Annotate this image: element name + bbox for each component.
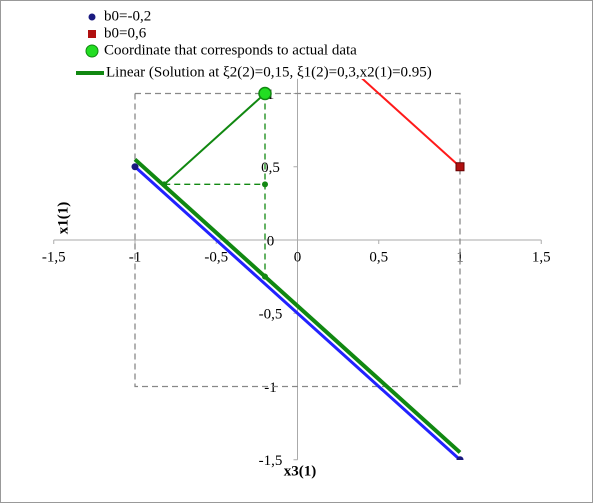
legend-marker bbox=[88, 13, 96, 21]
y-axis-label: x1(1) bbox=[55, 202, 71, 235]
series-line bbox=[133, 157, 462, 454]
marker bbox=[262, 181, 268, 188]
y-tick-label: -1,5 bbox=[259, 453, 283, 469]
y-tick-label: -1 bbox=[264, 380, 277, 396]
legend-marker bbox=[88, 30, 96, 38]
marker bbox=[258, 86, 272, 101]
x-tick-label: 0,5 bbox=[369, 249, 388, 265]
y-tick-label: -0,5 bbox=[259, 307, 283, 323]
y-tick-label: 0,5 bbox=[261, 160, 280, 176]
legend-marker bbox=[85, 44, 99, 58]
legend-label: Coordinate that corresponds to actual da… bbox=[104, 42, 357, 58]
series-line bbox=[133, 165, 462, 460]
x-axis-label: x3(1) bbox=[284, 463, 317, 479]
marker bbox=[131, 163, 139, 171]
legend-label: b0=-0,2 bbox=[104, 8, 151, 24]
x-tick-label: 1,5 bbox=[532, 249, 551, 265]
x-tick-label: 0 bbox=[294, 249, 302, 265]
x-tick-label: 1 bbox=[456, 249, 464, 265]
guide-line bbox=[134, 92, 461, 388]
series-line bbox=[361, 79, 461, 168]
marker bbox=[456, 456, 464, 460]
legend-label: b0=0,6 bbox=[104, 25, 147, 41]
plot-area bbox=[131, 79, 465, 460]
marker bbox=[455, 162, 465, 172]
x-tick-label: -0,5 bbox=[204, 249, 228, 265]
y-tick-label: 0 bbox=[267, 233, 275, 249]
guide-line bbox=[163, 92, 266, 186]
x-tick-label: -1,5 bbox=[42, 249, 66, 265]
legend-label: Linear (Solution at ξ2(2)=0,15, ξ1(2)=0,… bbox=[106, 64, 432, 80]
